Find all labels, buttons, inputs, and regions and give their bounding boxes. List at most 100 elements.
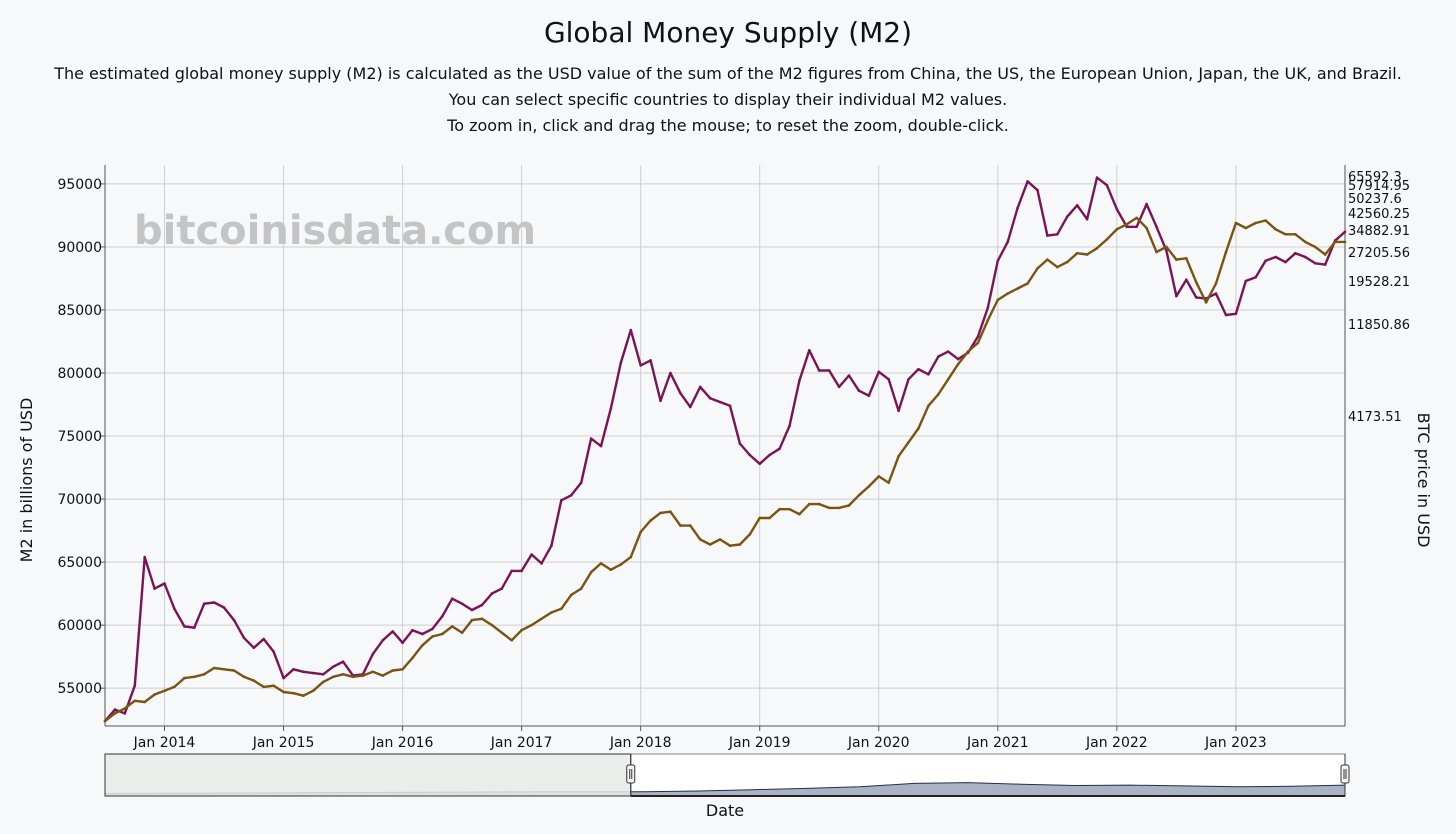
btc-data-point[interactable] — [937, 393, 940, 396]
btc-data-point[interactable] — [173, 685, 176, 689]
btc-data-point[interactable] — [629, 555, 633, 559]
btc-data-point[interactable] — [827, 506, 831, 510]
m2-data-point[interactable] — [321, 673, 325, 676]
m2-data-point[interactable] — [540, 562, 543, 565]
btc-data-point[interactable] — [956, 362, 960, 366]
btc-data-point[interactable] — [480, 617, 484, 621]
m2-data-point[interactable] — [817, 369, 821, 372]
btc-data-point[interactable] — [619, 563, 623, 566]
btc-data-point[interactable] — [708, 543, 712, 546]
m2-data-point[interactable] — [946, 350, 950, 353]
btc-data-point[interactable] — [1155, 250, 1158, 254]
btc-data-point[interactable] — [371, 670, 375, 674]
btc-data-point[interactable] — [867, 485, 871, 488]
btc-data-point[interactable] — [1095, 246, 1099, 250]
btc-data-point[interactable] — [431, 635, 434, 638]
btc-data-point[interactable] — [1105, 238, 1109, 241]
m2-data-point[interactable] — [1185, 278, 1188, 282]
m2-data-point[interactable] — [569, 494, 573, 497]
btc-data-point[interactable] — [312, 689, 315, 692]
m2-data-point[interactable] — [183, 625, 186, 628]
btc-data-point[interactable] — [232, 669, 236, 672]
btc-data-point[interactable] — [1016, 287, 1019, 290]
btc-data-point[interactable] — [262, 685, 266, 689]
btc-data-point[interactable] — [530, 623, 533, 627]
m2-data-point[interactable] — [738, 442, 742, 445]
btc-data-point[interactable] — [1145, 226, 1148, 230]
btc-data-point[interactable] — [441, 632, 444, 636]
m2-data-point[interactable] — [937, 355, 940, 358]
m2-data-point[interactable] — [381, 639, 385, 642]
btc-data-point[interactable] — [798, 512, 801, 516]
btc-data-point[interactable] — [460, 631, 464, 634]
btc-data-point[interactable] — [1234, 221, 1238, 225]
m2-data-point[interactable] — [1244, 279, 1248, 283]
m2-data-point[interactable] — [1065, 215, 1069, 218]
m2-data-point[interactable] — [421, 632, 424, 636]
btc-data-point[interactable] — [1194, 280, 1198, 284]
m2-data-point[interactable] — [1224, 313, 1228, 317]
btc-data-point[interactable] — [222, 668, 226, 671]
m2-data-point[interactable] — [1016, 206, 1019, 210]
m2-data-point[interactable] — [887, 378, 890, 381]
btc-data-point[interactable] — [163, 689, 166, 692]
range-navigator[interactable] — [104, 753, 1350, 797]
btc-data-point[interactable] — [1026, 282, 1029, 285]
m2-data-point[interactable] — [917, 367, 920, 371]
btc-data-point[interactable] — [450, 625, 454, 628]
btc-data-point[interactable] — [510, 639, 513, 642]
btc-data-point[interactable] — [887, 481, 890, 485]
m2-data-point[interactable] — [530, 553, 533, 556]
btc-data-point[interactable] — [589, 570, 593, 574]
m2-data-point[interactable] — [718, 400, 722, 404]
btc-data-point[interactable] — [649, 519, 652, 522]
m2-data-point[interactable] — [550, 544, 553, 547]
btc-data-point[interactable] — [1135, 216, 1138, 220]
m2-data-point[interactable] — [679, 391, 682, 395]
btc-data-point[interactable] — [470, 618, 474, 622]
btc-data-point[interactable] — [1313, 245, 1317, 249]
btc-data-point[interactable] — [381, 674, 385, 677]
m2-data-point[interactable] — [1254, 275, 1257, 279]
btc-data-point[interactable] — [1214, 282, 1218, 285]
btc-data-point[interactable] — [183, 676, 186, 680]
m2-data-point[interactable] — [222, 606, 226, 609]
m2-data-point[interactable] — [1313, 262, 1317, 265]
m2-data-point[interactable] — [748, 453, 752, 457]
m2-data-point[interactable] — [193, 626, 196, 629]
navigator-mask-left[interactable] — [104, 753, 632, 797]
m2-data-point[interactable] — [113, 708, 117, 711]
m2-data-point[interactable] — [619, 361, 623, 365]
btc-data-point[interactable] — [1115, 228, 1119, 231]
m2-data-point[interactable] — [143, 555, 146, 559]
btc-data-point[interactable] — [748, 533, 752, 536]
series-group[interactable] — [103, 176, 1347, 723]
btc-data-point[interactable] — [1085, 253, 1089, 256]
btc-data-point[interactable] — [282, 690, 285, 694]
btc-data-point[interactable] — [1333, 240, 1337, 244]
m2-data-point[interactable] — [163, 582, 166, 585]
btc-data-point[interactable] — [292, 691, 295, 695]
btc-data-point[interactable] — [500, 631, 504, 634]
m2-data-point[interactable] — [837, 385, 841, 389]
m2-data-point[interactable] — [698, 385, 702, 389]
m2-data-point[interactable] — [1343, 230, 1347, 234]
m2-data-point[interactable] — [1165, 249, 1168, 252]
btc-data-point[interactable] — [1165, 245, 1168, 249]
btc-data-point[interactable] — [808, 502, 811, 506]
m2-data-point[interactable] — [907, 378, 910, 381]
m2-data-point[interactable] — [669, 371, 672, 375]
m2-data-point[interactable] — [609, 407, 613, 410]
m2-data-point[interactable] — [212, 601, 216, 604]
btc-data-point[interactable] — [1204, 301, 1208, 304]
btc-data-point[interactable] — [946, 378, 950, 381]
m2-data-point[interactable] — [341, 660, 345, 663]
btc-data-point[interactable] — [103, 719, 107, 723]
m2-series-line[interactable] — [104, 176, 1346, 722]
m2-data-point[interactable] — [252, 646, 256, 650]
btc-data-point[interactable] — [202, 673, 206, 676]
m2-data-point[interactable] — [272, 650, 275, 653]
m2-data-point[interactable] — [302, 670, 305, 674]
btc-data-point[interactable] — [857, 494, 861, 497]
